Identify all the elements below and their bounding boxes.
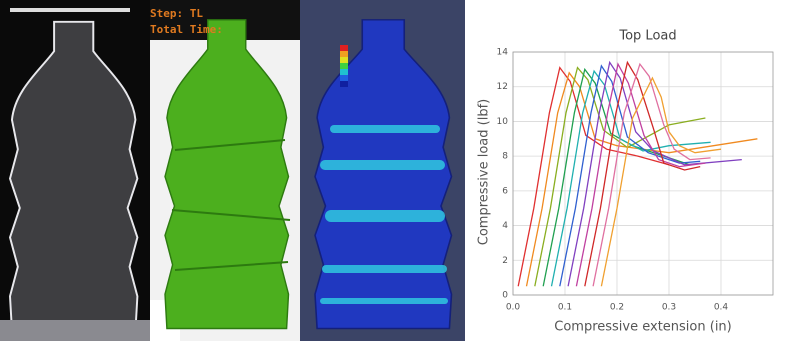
step-text: Step: TL bbox=[150, 7, 203, 20]
x-tick-label: 0.0 bbox=[506, 303, 521, 313]
series-line bbox=[542, 67, 691, 287]
time-text: Total Time: bbox=[150, 23, 223, 36]
y-tick-label: 4 bbox=[502, 221, 508, 231]
x-tick-label: 0.2 bbox=[610, 303, 624, 313]
x-tick-label: 0.3 bbox=[662, 303, 676, 313]
chart-title: Top Load bbox=[618, 29, 676, 44]
series-line bbox=[600, 76, 722, 287]
series-line bbox=[550, 69, 711, 287]
series-line bbox=[584, 60, 701, 287]
series-line bbox=[567, 60, 742, 287]
chart: Top Load Compressive extension (in) Comp… bbox=[477, 29, 774, 335]
series-line bbox=[525, 71, 758, 287]
green-fea-panel: Step: TL Total Time: bbox=[150, 0, 300, 341]
series-line bbox=[592, 62, 711, 287]
y-tick-label: 0 bbox=[502, 291, 508, 301]
plot-frame bbox=[512, 51, 774, 296]
series-line bbox=[575, 62, 706, 287]
y-axis-label: Compressive load (lbf) bbox=[477, 99, 492, 246]
color-scale bbox=[340, 45, 348, 87]
y-tick-label: 8 bbox=[502, 152, 508, 162]
series-line bbox=[534, 66, 706, 287]
y-tick-label: 14 bbox=[497, 48, 509, 58]
x-tick-label: 0.4 bbox=[714, 303, 729, 313]
blue-fea-panel bbox=[300, 0, 465, 341]
series-line bbox=[517, 66, 670, 287]
y-tick-label: 6 bbox=[502, 186, 508, 196]
y-tick-label: 10 bbox=[497, 117, 509, 127]
series-line bbox=[559, 64, 701, 287]
x-axis-label: Compressive extension (in) bbox=[554, 320, 732, 335]
y-tick-label: 12 bbox=[497, 82, 508, 92]
y-tick-label: 2 bbox=[502, 256, 508, 266]
x-tick-label: 0.1 bbox=[558, 303, 572, 313]
photo-panel bbox=[0, 0, 150, 341]
